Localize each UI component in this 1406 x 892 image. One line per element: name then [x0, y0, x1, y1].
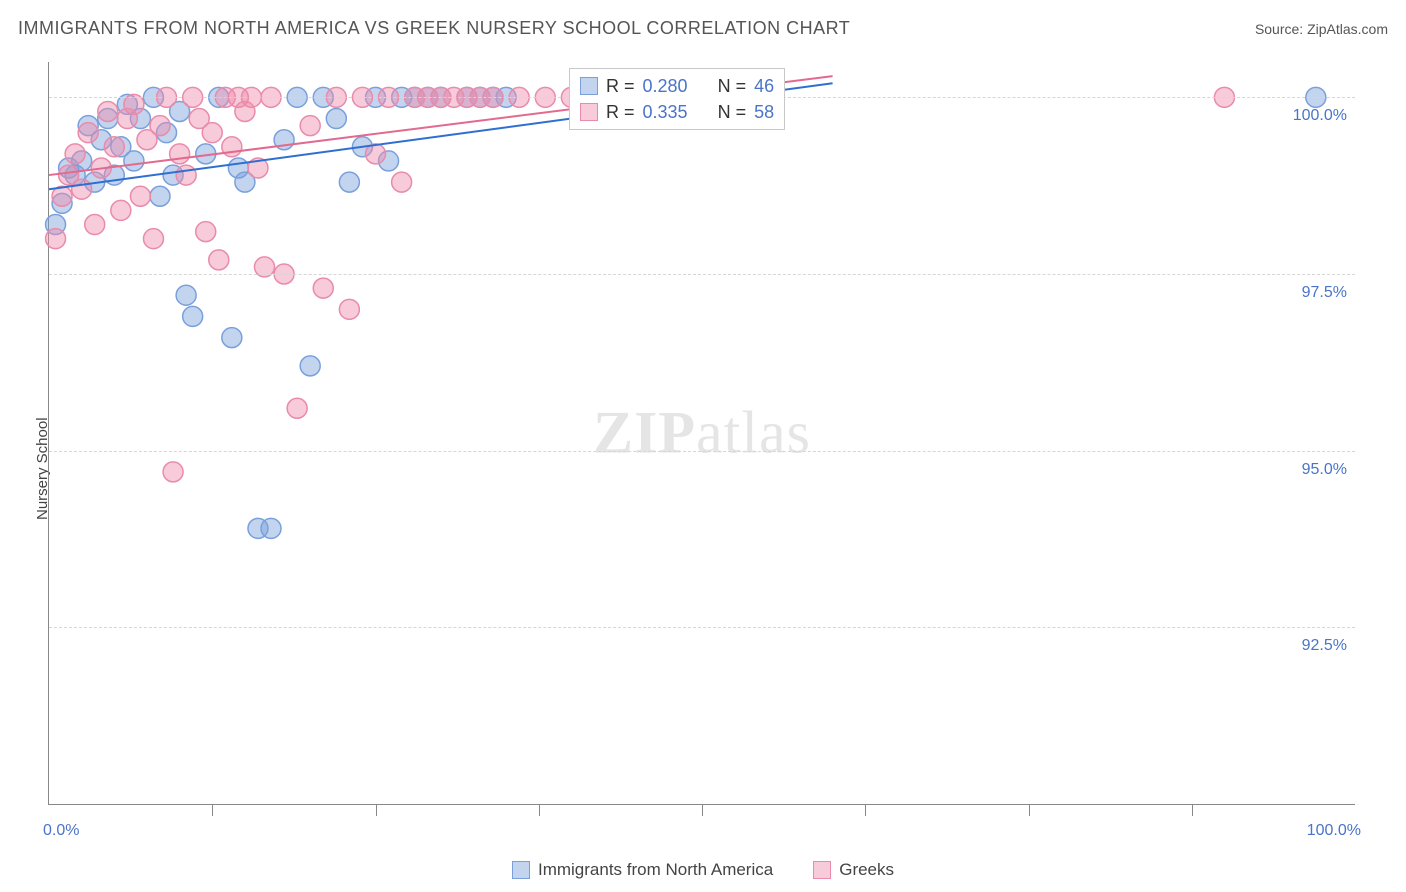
scatter-point-greeks [85, 215, 105, 235]
x-tick-label: 0.0% [43, 822, 79, 840]
grid-line-h [49, 627, 1355, 628]
scatter-point-greeks [170, 144, 190, 164]
scatter-point-greeks [196, 222, 216, 242]
scatter-point-greeks [176, 165, 196, 185]
scatter-point-greeks [392, 172, 412, 192]
y-tick-label: 97.5% [1302, 284, 1347, 302]
scatter-point-immigrants_na [183, 306, 203, 326]
scatter-point-greeks [98, 101, 118, 121]
chart-svg [49, 62, 1355, 804]
legend-swatch [512, 861, 530, 879]
scatter-point-greeks [46, 229, 66, 249]
r-value: 0.280 [643, 73, 688, 99]
legend-swatch [580, 77, 598, 95]
x-tick [702, 804, 703, 816]
x-tick [1029, 804, 1030, 816]
x-tick [212, 804, 213, 816]
source-value: ZipAtlas.com [1307, 21, 1388, 37]
scatter-point-immigrants_na [124, 151, 144, 171]
scatter-point-greeks [209, 250, 229, 270]
chart-title: IMMIGRANTS FROM NORTH AMERICA VS GREEK N… [18, 18, 850, 39]
scatter-point-immigrants_na [339, 172, 359, 192]
legend-item: Immigrants from North America [512, 860, 773, 880]
stats-box: R = 0.280 N = 46 R = 0.335 N = 58 [569, 68, 785, 130]
scatter-point-greeks [163, 462, 183, 482]
source-attribution: Source: ZipAtlas.com [1255, 21, 1388, 37]
legend-label: Immigrants from North America [538, 860, 773, 880]
r-value: 0.335 [643, 99, 688, 125]
scatter-point-immigrants_na [150, 186, 170, 206]
scatter-point-greeks [300, 116, 320, 136]
x-tick [865, 804, 866, 816]
scatter-point-greeks [150, 116, 170, 136]
plot-area: ZIPatlas 92.5%95.0%97.5%100.0%0.0%100.0%… [48, 62, 1355, 805]
scatter-point-greeks [202, 123, 222, 143]
scatter-point-greeks [111, 200, 131, 220]
x-tick [1192, 804, 1193, 816]
legend-label: Greeks [839, 860, 894, 880]
grid-line-h [49, 274, 1355, 275]
n-label: N = [718, 99, 747, 125]
x-tick [539, 804, 540, 816]
scatter-point-immigrants_na [300, 356, 320, 376]
scatter-point-immigrants_na [326, 109, 346, 129]
scatter-point-greeks [130, 186, 150, 206]
legend-item: Greeks [813, 860, 894, 880]
scatter-point-greeks [104, 137, 124, 157]
legend-bottom: Immigrants from North America Greeks [0, 860, 1406, 880]
scatter-point-greeks [65, 144, 85, 164]
scatter-point-greeks [339, 299, 359, 319]
scatter-point-immigrants_na [222, 328, 242, 348]
scatter-point-immigrants_na [176, 285, 196, 305]
r-label: R = [606, 73, 635, 99]
y-tick-label: 100.0% [1293, 107, 1347, 125]
scatter-point-greeks [72, 179, 92, 199]
stats-row: R = 0.280 N = 46 [580, 73, 774, 99]
legend-swatch [580, 103, 598, 121]
scatter-point-greeks [313, 278, 333, 298]
grid-line-h [49, 451, 1355, 452]
n-value: 46 [754, 73, 774, 99]
scatter-point-immigrants_na [261, 518, 281, 538]
y-tick-label: 92.5% [1302, 637, 1347, 655]
x-tick-label: 100.0% [1307, 822, 1361, 840]
legend-swatch [813, 861, 831, 879]
stats-row: R = 0.335 N = 58 [580, 99, 774, 125]
r-label: R = [606, 99, 635, 125]
n-label: N = [718, 73, 747, 99]
n-value: 58 [754, 99, 774, 125]
scatter-point-greeks [287, 398, 307, 418]
source-label: Source: [1255, 21, 1307, 37]
x-tick [376, 804, 377, 816]
scatter-point-greeks [143, 229, 163, 249]
scatter-point-greeks [78, 123, 98, 143]
title-bar: IMMIGRANTS FROM NORTH AMERICA VS GREEK N… [18, 18, 1388, 39]
y-tick-label: 95.0% [1302, 461, 1347, 479]
